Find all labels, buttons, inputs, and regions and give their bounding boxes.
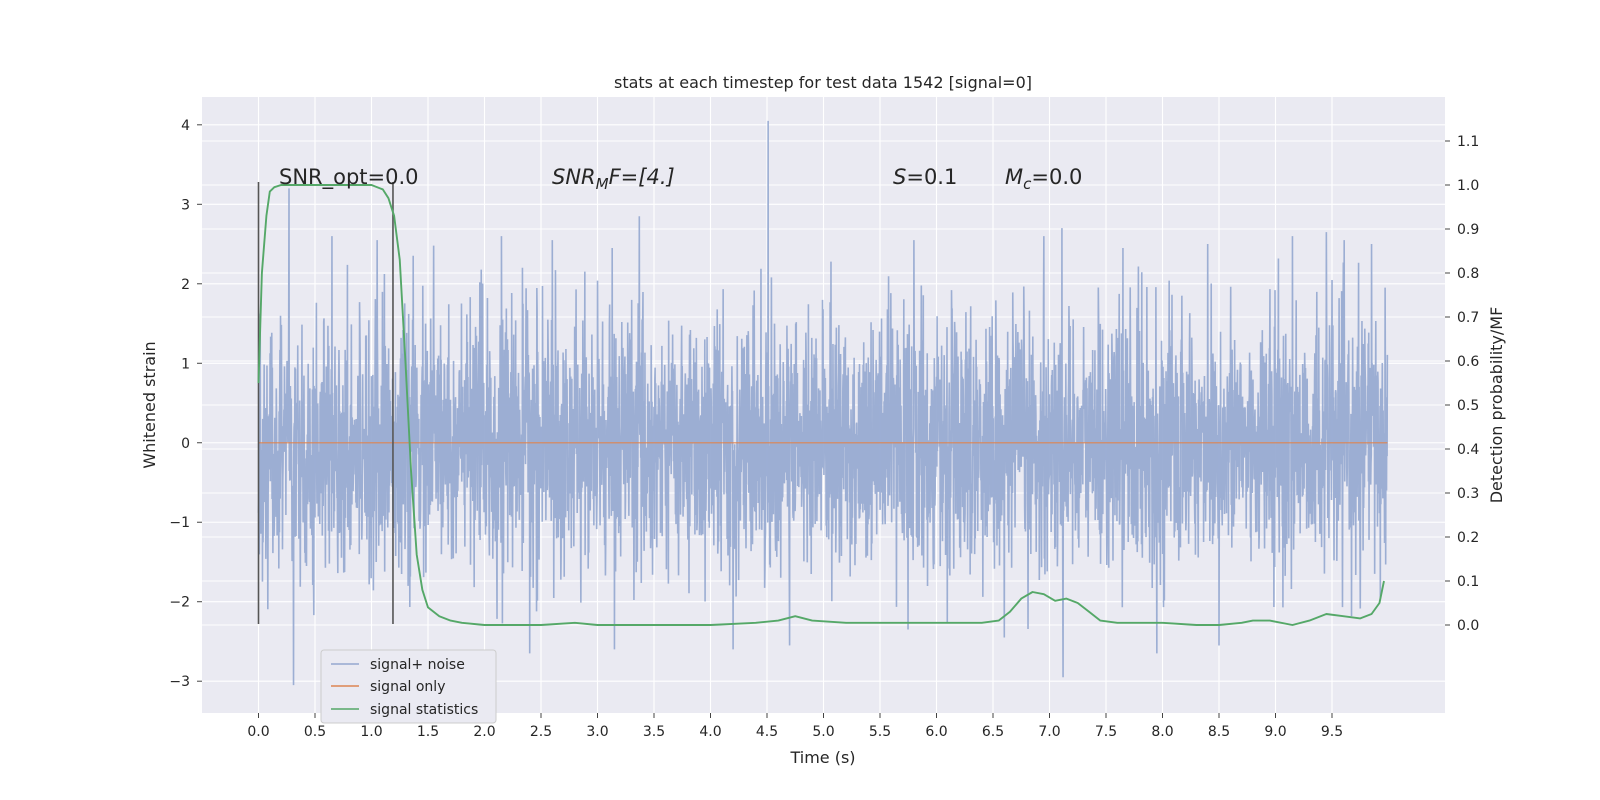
y-tick-label: −1	[169, 515, 190, 531]
x-tick-label: 0.5	[304, 724, 326, 740]
x-tick-label: 2.0	[473, 724, 495, 740]
y-tick-label: −2	[169, 595, 190, 611]
x-tick-label: 1.0	[360, 724, 382, 740]
x-tick-label: 9.0	[1264, 724, 1286, 740]
y2-tick-label: 0.0	[1457, 618, 1479, 634]
y2-tick-label: 0.6	[1457, 354, 1479, 370]
y2-tick-label: 0.9	[1457, 222, 1479, 238]
x-tick-label: 9.5	[1321, 724, 1343, 740]
series-signal-statistics	[257, 184, 1385, 626]
snr-mf-sub: M	[596, 175, 609, 193]
x-tick-label: 8.5	[1208, 724, 1230, 740]
y-tick-label: 0	[181, 436, 190, 452]
s-val: =0.1	[906, 165, 957, 189]
y2-tick-label: 0.2	[1457, 530, 1479, 546]
snr-mf-rest: F=[4.]	[609, 165, 675, 189]
x-tick-label: 0.0	[247, 724, 269, 740]
x-tick-label: 3.0	[586, 724, 608, 740]
y-tick-label: −3	[169, 674, 190, 690]
x-axis-label: Time (s)	[789, 748, 855, 767]
signal-noise-trace	[257, 120, 1389, 686]
y2-tick-label: 0.3	[1457, 486, 1479, 502]
y2-tick-label: 0.1	[1457, 574, 1479, 590]
annotation-snr-mf: SNRMF=[4.]	[552, 165, 675, 193]
y-tick-label: 1	[181, 356, 190, 372]
y2-tick-label: 0.8	[1457, 266, 1479, 282]
x-tick-label: 7.0	[1038, 724, 1060, 740]
x-tick-label: 4.5	[756, 724, 778, 740]
x-tick-label: 5.0	[812, 724, 834, 740]
legend: signal+ noise signal only signal statist…	[320, 649, 497, 724]
y2-tick-label: 1.0	[1457, 178, 1479, 194]
x-tick-label: 7.5	[1095, 724, 1117, 740]
legend-label-signal-noise: signal+ noise	[370, 657, 465, 673]
x-tick-label: 1.5	[417, 724, 439, 740]
x-tick-label: 8.0	[1151, 724, 1173, 740]
annotation-snr-opt: SNR_opt=0.0	[279, 165, 419, 190]
snr-mf-base: SNR	[552, 165, 596, 189]
y2-tick-label: 0.7	[1457, 310, 1479, 326]
x-tick-label: 3.5	[643, 724, 665, 740]
x-tick-label: 5.5	[869, 724, 891, 740]
y-tick-label: 3	[181, 197, 190, 213]
s-var: S	[893, 165, 906, 189]
series-signal-noise	[257, 120, 1389, 686]
x-tick-label: 2.5	[530, 724, 552, 740]
mc-val: =0.0	[1031, 165, 1082, 189]
y2-tick-label: 0.5	[1457, 398, 1479, 414]
x-tick-label: 6.0	[925, 724, 947, 740]
legend-label-signal-only: signal only	[370, 679, 445, 695]
y2-tick-label: 1.1	[1457, 134, 1479, 150]
mc-var: M	[1005, 165, 1023, 189]
legend-label-signal-statistics: signal statistics	[370, 702, 478, 718]
y-tick-label: 4	[181, 118, 190, 134]
y2-tick-label: 0.4	[1457, 442, 1479, 458]
window-markers	[257, 182, 394, 624]
x-tick-label: 4.0	[699, 724, 721, 740]
annotation-mc: Mc=0.0	[1005, 165, 1082, 193]
y-tick-label: 2	[181, 277, 190, 293]
mc-sub: c	[1023, 175, 1032, 193]
signal-statistics-line	[257, 184, 1385, 626]
annotation-s: S=0.1	[893, 165, 957, 189]
y-axis-label: Whitened strain	[140, 341, 159, 468]
y2-axis-label: Detection probability/MF	[1487, 307, 1506, 504]
x-tick-label: 6.5	[982, 724, 1004, 740]
legend-box	[320, 649, 497, 724]
axis-ticks: 0.0 0.5 1.0 1.5 2.0 2.5 3.0 3.5 4.0 4.5 5.0 5.5 6.0 6…	[169, 118, 1479, 740]
chart-title: stats at each timestep for test data 154…	[614, 73, 1032, 92]
